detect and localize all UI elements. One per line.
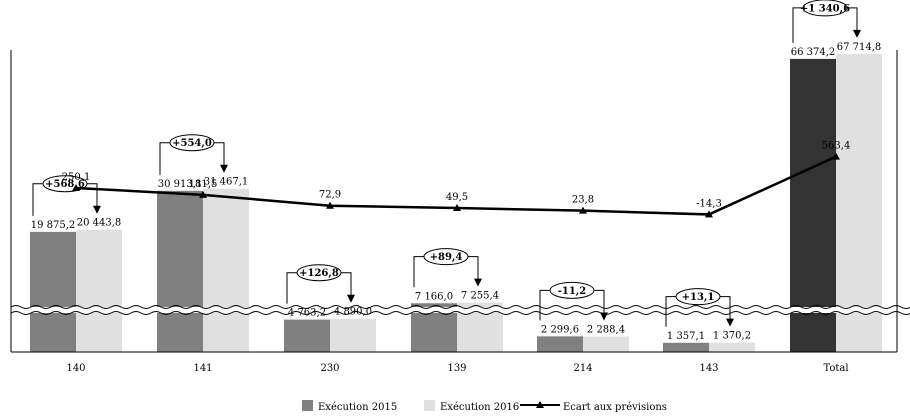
bar-2016 [836, 53, 882, 353]
diff-bubble [549, 281, 595, 299]
diff-arrowhead [726, 318, 734, 327]
bar-label-2015: 2 299,6 [541, 324, 579, 335]
bar-2015 [537, 336, 583, 352]
bar-2015 [790, 58, 836, 353]
ecart-marker [72, 183, 80, 191]
line-labels: 250,1 181,5 72,9 49,5 23,8 -14,3 563,4 [62, 141, 851, 210]
bar-label-2016: 2 288,4 [587, 324, 625, 335]
bar-2015 [663, 342, 709, 352]
ecart-label: 23,8 [572, 195, 594, 206]
axis-break-line [10, 305, 910, 309]
bar-label-2016: 31 467,1 [204, 177, 249, 188]
legend-label-ecart: Ecart aux prévisions [563, 402, 667, 413]
bar-2015 [284, 319, 330, 352]
diff-arrowhead [347, 294, 355, 303]
diff-arrowhead [853, 29, 861, 38]
bar-2016 [330, 318, 376, 352]
ecart-marker [453, 204, 461, 212]
bar-2015 [157, 190, 203, 352]
diff-label: +568,6 [45, 179, 85, 190]
diff-bubble [423, 248, 469, 266]
axis-break [10, 305, 910, 315]
category-label: 143 [699, 363, 718, 374]
bar-2016 [76, 229, 122, 352]
diff-bubble [802, 0, 848, 17]
diff-label: +1 340,6 [800, 3, 850, 14]
diff-label: +554,0 [172, 138, 212, 149]
bar-label-2016: 4 890,0 [334, 307, 372, 318]
ecart-label: 49,5 [446, 192, 468, 203]
line-series [72, 152, 840, 218]
legend-label-2016: Exécution 2016 [440, 402, 519, 413]
category-label: Total [823, 363, 848, 374]
bars-2016 [76, 53, 882, 353]
diff-arrowhead [93, 205, 101, 214]
bar-label-2016: 67 714,8 [837, 42, 882, 53]
diff-label: +126,8 [299, 268, 339, 279]
ecart-label: 181,5 [189, 179, 218, 190]
bar-label-2016: 7 255,4 [461, 291, 499, 302]
legend-line-marker [536, 401, 544, 408]
diff-bubble [296, 264, 342, 282]
bar-label-2015: 19 875,2 [31, 220, 76, 231]
bar-2016 [583, 336, 629, 352]
diff-label: +13,1 [682, 292, 715, 303]
ecart-marker [326, 201, 334, 209]
legend: Exécution 2015 Exécution 2016 Ecart aux … [302, 400, 667, 413]
diff-label: -11,2 [558, 286, 587, 297]
bar-label-2015: 66 374,2 [791, 47, 836, 58]
bar-label-2016: 1 370,2 [713, 331, 751, 342]
bar-label-2016: 20 443,8 [77, 218, 122, 229]
category-label: 140 [66, 363, 85, 374]
bar-2016 [203, 188, 249, 352]
ecart-label: -14,3 [696, 198, 722, 209]
diff-bubble [169, 134, 215, 152]
ecart-label: 563,4 [822, 141, 851, 152]
ecart-label: 250,1 [62, 172, 91, 183]
bar-2016 [709, 342, 755, 352]
axis-break-line [10, 311, 910, 315]
diff-label: +89,4 [430, 252, 463, 263]
diff-bubble [675, 288, 721, 306]
ecart-marker [579, 206, 587, 214]
diff-arrowhead [474, 278, 482, 287]
axis-break-gap [11, 307, 897, 313]
bar-label-2015: 4 763,2 [288, 308, 326, 319]
bar-2015 [30, 231, 76, 352]
category-label: 139 [447, 363, 466, 374]
category-label: 214 [573, 363, 592, 374]
ecart-marker [199, 190, 207, 198]
ecart-marker [705, 210, 713, 218]
ecart-label: 72,9 [319, 190, 341, 201]
category-labels: 140 141 230 139 214 143 Total [66, 363, 848, 374]
category-label: 230 [320, 363, 339, 374]
bar-labels: 19 875,2 20 443,8 30 913,1 31 467,1 4 763,2 4… [31, 42, 882, 342]
ecart-marker [832, 152, 840, 160]
axes [10, 50, 898, 353]
bar-label-2015: 30 913,1 [158, 179, 203, 190]
legend-swatch-2015 [302, 400, 313, 411]
diff-arrowhead [220, 164, 228, 173]
category-label: 141 [193, 363, 212, 374]
bar-label-2015: 1 357,1 [667, 331, 705, 342]
bar-label-2015: 7 166,0 [415, 291, 453, 302]
diff-arrowhead [600, 312, 608, 321]
difference-callouts: +568,6 +554,0 +126,8 +89,4 -11,2 +13,1 +1 340,… [32, 0, 861, 327]
legend-swatch-2016 [424, 400, 435, 411]
legend-label-2015: Exécution 2015 [318, 402, 397, 413]
